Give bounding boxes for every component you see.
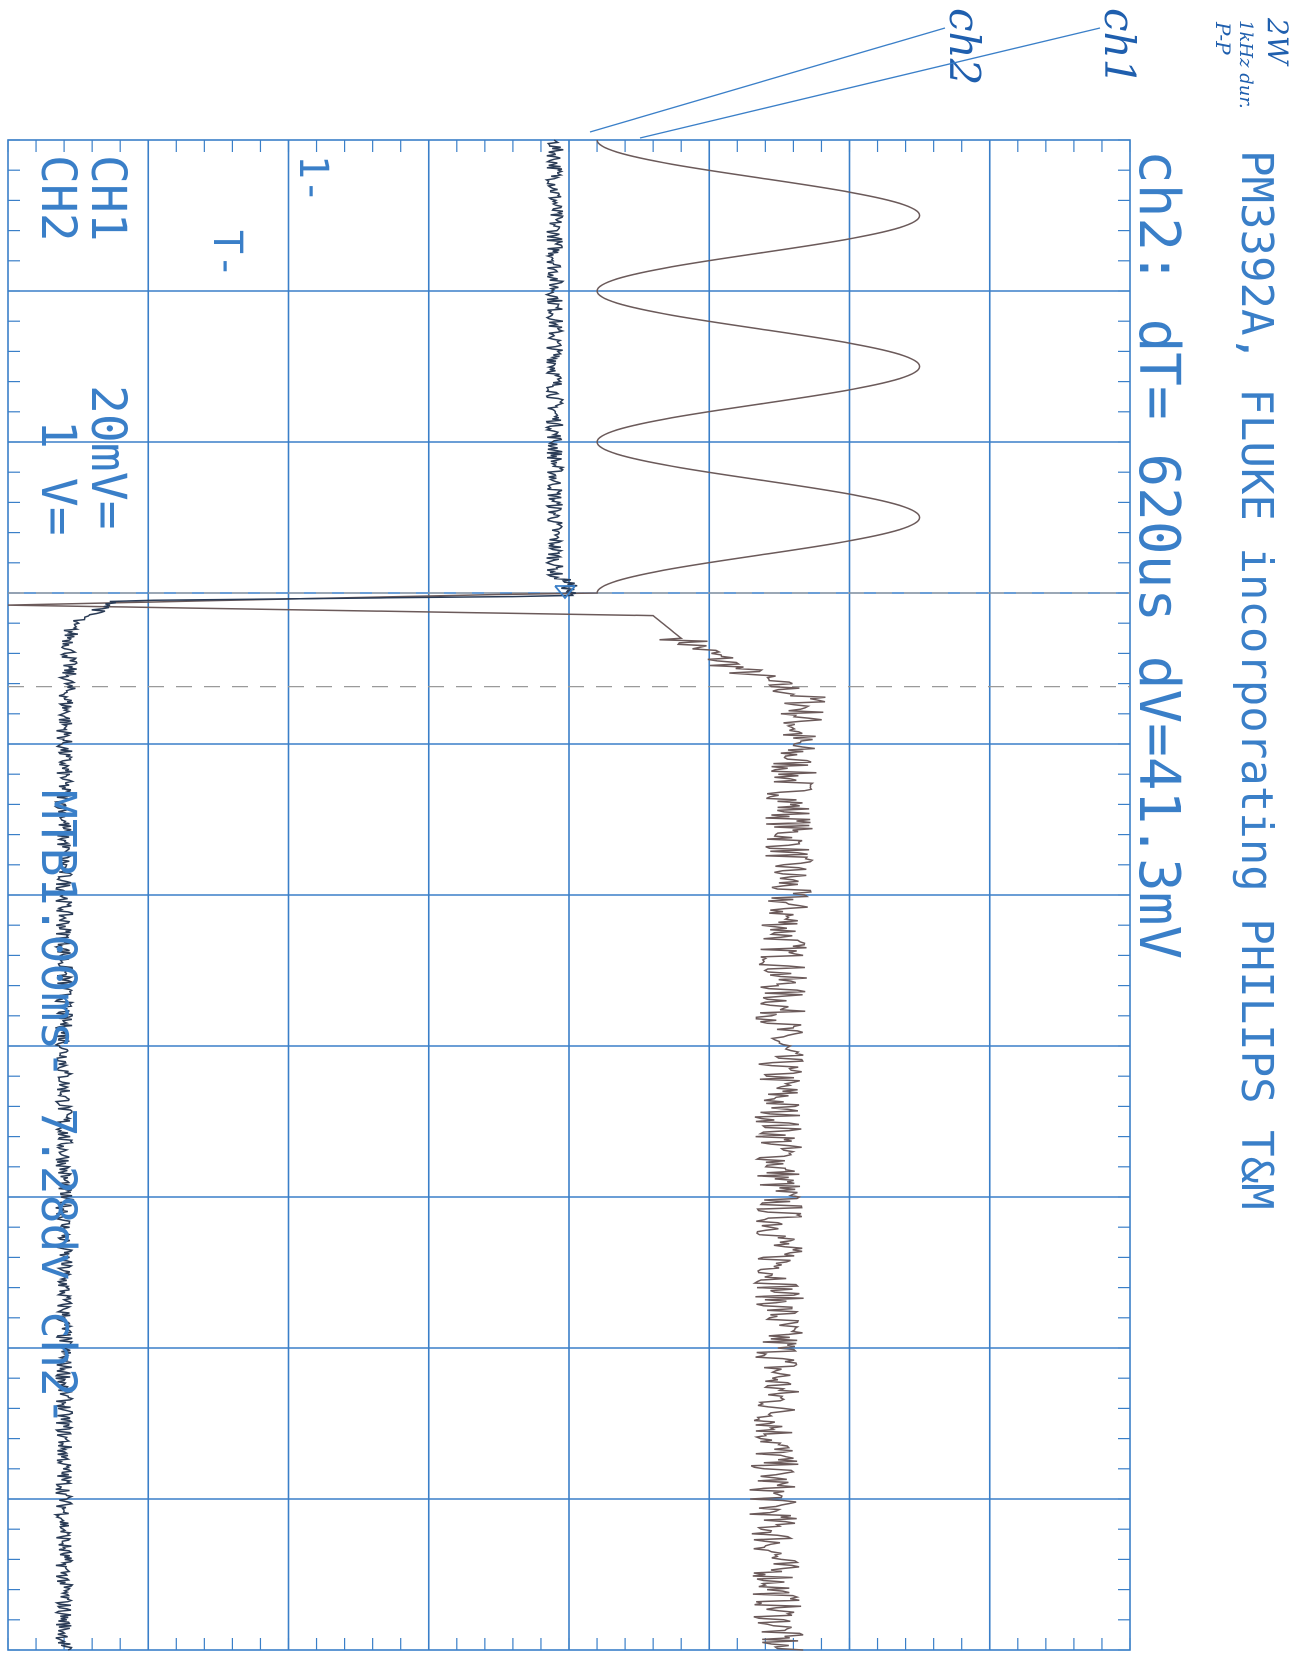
ch2-trace: [7, 139, 921, 1651]
ch2-label: CH2: [30, 155, 86, 242]
ch1-trace: [52, 139, 578, 1651]
ch1-scale: 20mV=: [80, 385, 136, 530]
ch2-scale: 1 V=: [30, 420, 86, 536]
ground-marker-ch1: 1-: [290, 155, 336, 203]
cursor-readout: ch2: dT= 620us dV=41.3mV: [1126, 150, 1191, 959]
handwritten-power: 2W: [1261, 17, 1294, 67]
handwritten-frequency: 1kHz dur.: [1235, 20, 1256, 109]
ch1-label: CH1: [80, 155, 136, 242]
trigger-arrow: [554, 585, 576, 600]
plot-title: PM3392A, FLUKE incorporating PHILIPS T&M: [1231, 150, 1282, 1210]
traces: [7, 139, 921, 1651]
handwritten-ch2: ch2: [940, 8, 989, 85]
leader-ch1: [639, 27, 1101, 139]
graticule: [7, 139, 1131, 1651]
leader-ch2: [589, 27, 946, 133]
handwritten-ch1: ch1: [1095, 8, 1144, 85]
timebase-readout: MTB1.00ms- 7.28dv ch2-: [30, 790, 86, 1426]
handwritten-pp: P-P: [1211, 21, 1235, 55]
trigger-marker: T-: [204, 230, 250, 278]
